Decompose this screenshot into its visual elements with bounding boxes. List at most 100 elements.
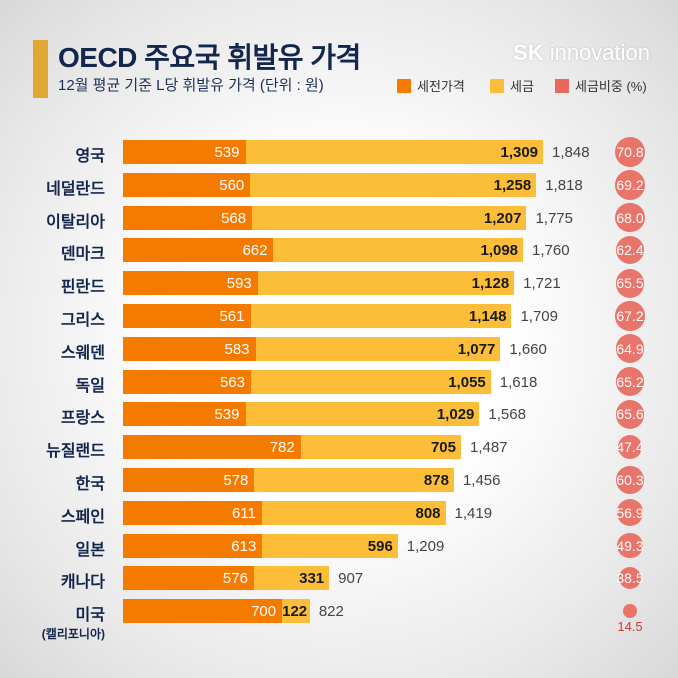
label-total: 1,568 (488, 406, 526, 424)
bar-row: 일본 613 596 1,209 49.3 (0, 533, 678, 559)
bar-pretax (123, 271, 258, 296)
category-label: 일본 (75, 541, 105, 559)
label-pretax: 700 (251, 603, 277, 621)
bar-pretax (123, 336, 256, 361)
label-total: 1,456 (462, 472, 501, 489)
category-label: 영국 (75, 148, 105, 165)
bar-pretax (123, 304, 251, 328)
label-pretax: 578 (223, 472, 249, 489)
label-pretax: 561 (219, 308, 245, 325)
label-total: 1,760 (532, 242, 570, 260)
bar-pretax (123, 500, 262, 525)
label-tax: 705 (430, 439, 456, 457)
bar-pretax (123, 533, 263, 558)
bar-row: 독일 563 1,055 1,618 65.2 (0, 367, 678, 396)
category-label: 독일 (75, 377, 105, 395)
label-pretax: 563 (219, 373, 245, 391)
label-total: 907 (338, 570, 364, 588)
bar-row: 핀란드 593 1,128 1,721 65.5 (0, 268, 678, 298)
bar-tax (261, 500, 446, 525)
bar-pretax (123, 140, 246, 164)
category-label: 한국 (75, 476, 105, 493)
bar-pretax (123, 369, 251, 394)
label-pretax: 662 (242, 242, 268, 260)
label-total: 1,660 (509, 340, 547, 358)
label-tax: 878 (423, 472, 449, 489)
page-title: OECD 주요국 휘발유 가격 (58, 42, 361, 73)
sk-innovation-logo: SK innovation (513, 40, 650, 65)
label-total: 1,848 (552, 144, 590, 161)
legend-tax-share: 세금비중 (%) (555, 76, 647, 95)
category-label: 그리스 (60, 312, 105, 329)
label-total: 1,721 (523, 275, 561, 293)
category-label: 스웨덴 (60, 344, 105, 362)
bar-tax (250, 369, 491, 394)
label-tax: 122 (282, 603, 308, 621)
bar-pretax (123, 238, 274, 263)
label-total: 1,419 (454, 504, 493, 522)
category-label: 캐나다 (60, 574, 105, 592)
tax-share-circle: 38.5 (616, 567, 644, 590)
tax-share-label: 14.5 (617, 619, 643, 635)
bar-pretax (123, 468, 255, 492)
legend-swatch (397, 78, 411, 93)
label-tax: 331 (299, 570, 325, 588)
tax-share-circle: 56.9 (616, 499, 644, 527)
bar-row: 스페인 611 808 1,419 56.9 (0, 499, 678, 527)
label-pretax: 539 (214, 406, 240, 424)
page-subtitle: 12월 평균 기준 L당 휘발유 가격 (단위 : 원) (58, 77, 324, 94)
label-pretax: 576 (222, 570, 248, 588)
bar-pretax (123, 599, 283, 624)
label-tax: 1,098 (480, 242, 519, 260)
label-total: 1,618 (499, 373, 538, 391)
bar-row: 네덜란드 560 1,258 1,818 69.2 (0, 169, 678, 200)
label-tax: 596 (367, 537, 393, 555)
legend-label: 세전가격 (417, 79, 465, 94)
label-total: 1,775 (535, 209, 573, 227)
label-pretax: 568 (221, 209, 247, 227)
bar-tax (245, 140, 544, 164)
bar-row: 미국 (캘리포니아) 700 122 822 14.5 (0, 599, 678, 641)
bar-tax (257, 271, 515, 296)
label-pretax: 539 (214, 144, 240, 161)
label-tax: 1,055 (448, 373, 486, 391)
bar-tax (253, 566, 330, 591)
label-tax: 1,258 (493, 176, 532, 194)
category-note: (캘리포니아) (41, 627, 105, 642)
bar-row: 캐나다 576 331 907 38.5 (0, 566, 678, 592)
legend-swatch (490, 78, 504, 93)
tax-share-circle (623, 604, 637, 618)
label-tax: 1,207 (483, 209, 522, 227)
tax-share-circle: 60.3 (616, 466, 644, 494)
bar-tax (250, 304, 512, 328)
bar-row: 한국 578 878 1,456 60.3 (0, 466, 678, 494)
tax-share-circle: 70.8 (615, 137, 645, 167)
label-pretax: 560 (219, 176, 245, 194)
label-total: 1,709 (520, 308, 558, 325)
label-tax: 1,029 (436, 406, 475, 424)
tax-share-circle: 49.3 (616, 533, 644, 559)
category-label: 덴마크 (60, 246, 105, 264)
category-label: 프랑스 (60, 410, 105, 428)
bar-row: 그리스 561 1,148 1,709 67.2 (0, 301, 678, 331)
label-tax: 1,077 (457, 340, 496, 358)
label-pretax: 611 (231, 504, 256, 522)
label-tax: 808 (415, 504, 441, 522)
label-pretax: 782 (269, 439, 295, 457)
tax-share-circle: 64.9 (615, 334, 645, 364)
bar-tax (300, 435, 461, 460)
label-tax: 1,128 (471, 275, 510, 293)
tax-share-circle: 68.0 (615, 202, 645, 233)
bar-tax (250, 172, 537, 197)
category-label: 스페인 (60, 508, 105, 526)
tax-share-circle: 65.2 (615, 367, 645, 396)
bar-pretax (123, 172, 251, 197)
bar-tax (254, 468, 454, 492)
bar-tax (273, 238, 524, 263)
bar-row: 덴마크 662 1,098 1,760 62.4 (0, 236, 678, 265)
label-pretax: 593 (226, 275, 252, 293)
label-total: 1,818 (545, 176, 583, 194)
bar-pretax (123, 205, 253, 230)
category-label: 네덜란드 (46, 180, 105, 198)
tax-share-circle: 65.6 (615, 399, 645, 429)
